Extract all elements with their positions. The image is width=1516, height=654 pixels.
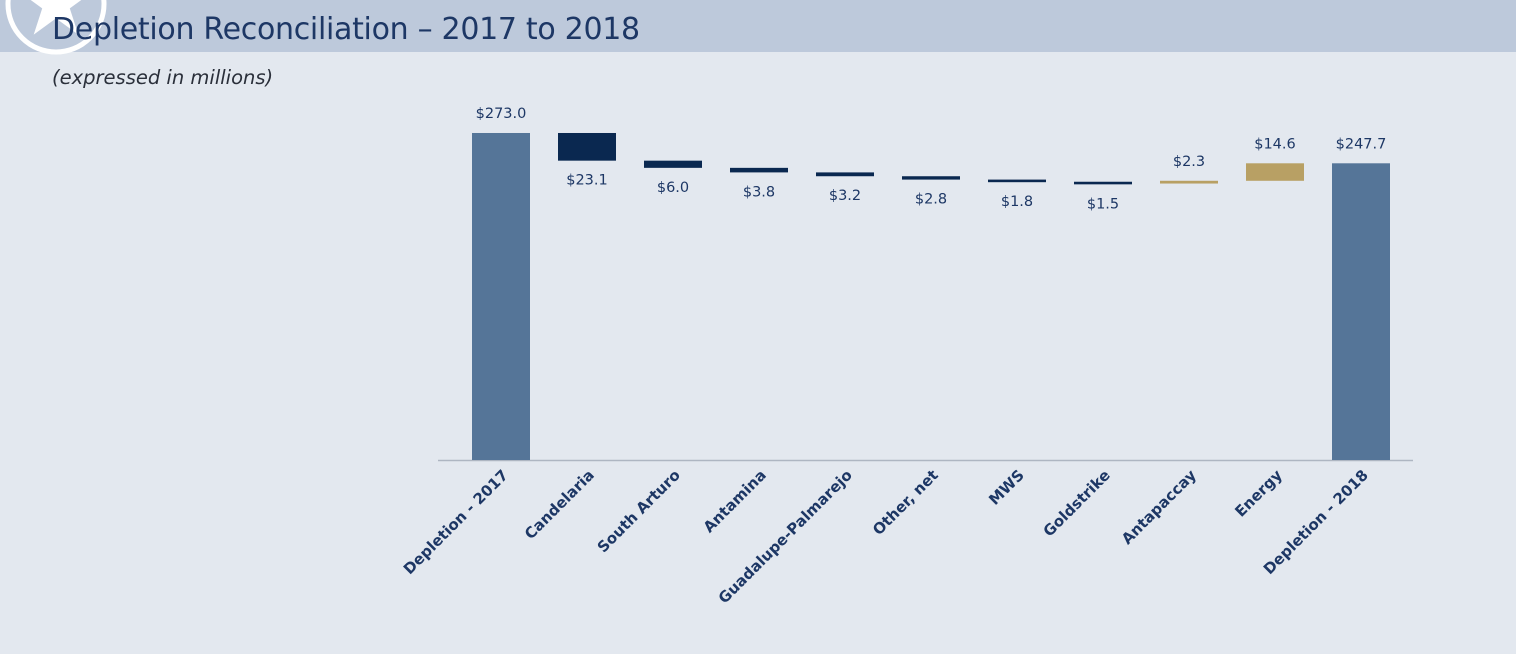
data-label-candelaria: $23.1 (566, 173, 608, 189)
tick-label-antamina: Antamina (700, 466, 770, 536)
bar-mws (988, 179, 1046, 183)
data-label-antapaccay: $2.3 (1173, 154, 1205, 170)
data-label-south-arturo: $6.0 (657, 180, 689, 196)
page-subtitle: (expressed in millions) (52, 66, 274, 89)
data-label-depletion-2018: $247.7 (1336, 136, 1387, 152)
bar-depletion-2018 (1332, 163, 1390, 461)
bar-depletion-2017 (472, 132, 530, 460)
star-logo-icon (5, 0, 107, 55)
tick-label-antapaccay: Antapaccay (1118, 466, 1200, 548)
bar-antamina (730, 167, 788, 173)
tick-label-depletion-2017: Depletion - 2017 (400, 466, 512, 578)
data-label-antamina: $3.8 (743, 184, 775, 200)
page-title: Depletion Reconciliation – 2017 to 2018 (52, 12, 640, 47)
bar-candelaria (558, 132, 616, 161)
header-band (0, 0, 1516, 52)
bar-antapaccay (1160, 180, 1218, 184)
data-label-mws: $1.8 (1001, 194, 1033, 210)
tick-label-mws: MWS (985, 466, 1028, 509)
data-label-guadalupe-palmarejo: $3.2 (829, 188, 861, 204)
bar-goldstrike (1074, 181, 1132, 185)
tick-label-other-net: Other, net (869, 466, 942, 539)
tick-label-energy: Energy (1231, 466, 1286, 521)
bar-guadalupe-palmarejo (816, 172, 874, 177)
data-label-goldstrike: $1.5 (1087, 196, 1119, 212)
tick-label-candelaria: Candelaria (521, 466, 598, 543)
tick-label-south-arturo: South Arturo (594, 466, 684, 556)
tick-label-goldstrike: Goldstrike (1040, 466, 1114, 540)
bar-south-arturo (644, 160, 702, 168)
data-label-depletion-2017: $273.0 (476, 106, 527, 122)
bar-energy (1246, 163, 1304, 181)
bar-other-net (902, 176, 960, 180)
data-label-energy: $14.6 (1254, 136, 1296, 152)
data-label-other-net: $2.8 (915, 192, 947, 208)
